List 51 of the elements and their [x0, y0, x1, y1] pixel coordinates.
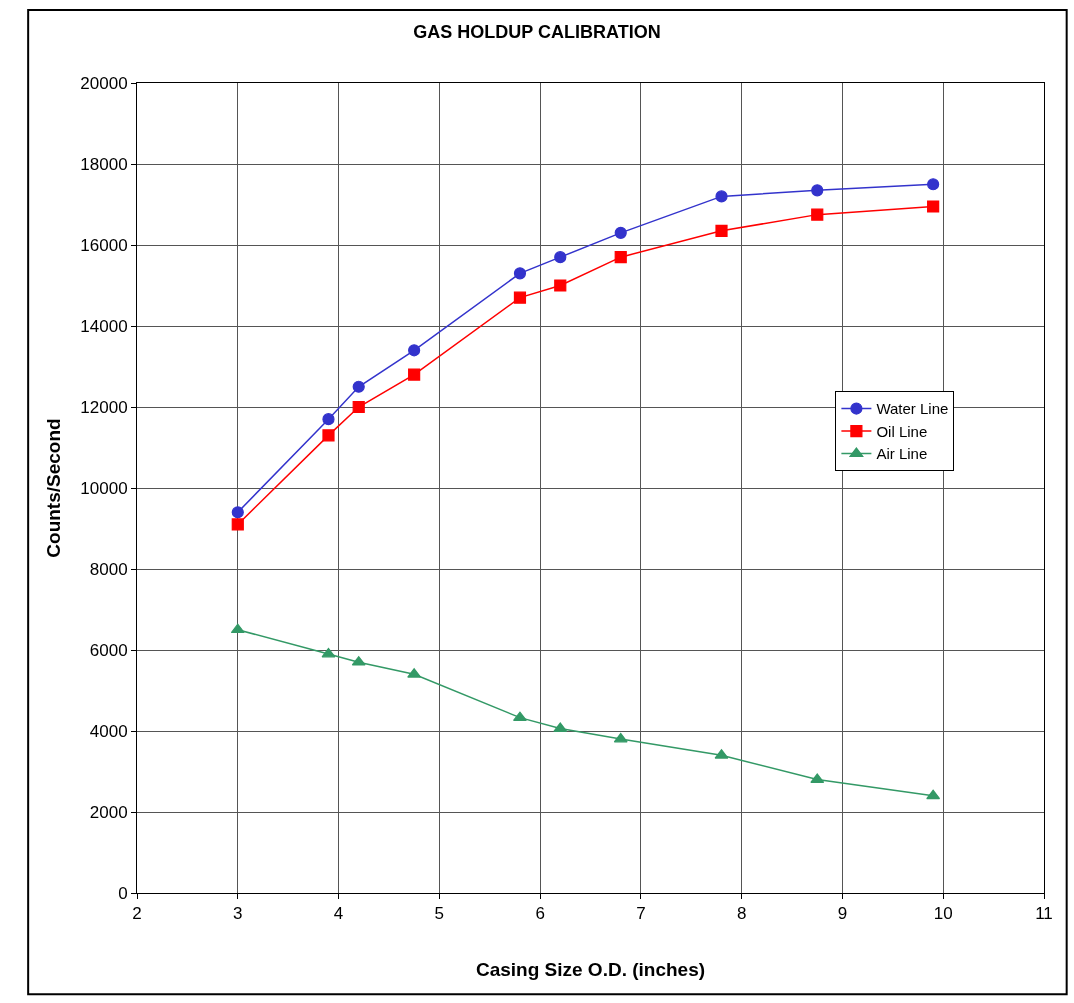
point: [322, 429, 335, 442]
point: [513, 291, 527, 304]
point: [230, 623, 245, 634]
x-tick-label: 6: [535, 904, 545, 924]
point: [408, 344, 421, 357]
y-tick-label: 0: [118, 883, 128, 903]
y-tick-label: 10000: [80, 478, 128, 498]
point: [352, 400, 365, 414]
point: [231, 506, 244, 519]
y-tick-label: 8000: [89, 559, 128, 579]
x-tick-label: 7: [636, 904, 646, 924]
legend-label: Oil Line: [876, 422, 928, 440]
x-axis-title: Casing Size O.D. (inches): [475, 959, 706, 981]
x-tick-label: 5: [434, 904, 445, 924]
point: [811, 208, 824, 221]
point: [408, 368, 421, 381]
y-tick-label: 14000: [80, 316, 128, 336]
point: [513, 711, 527, 721]
point: [352, 380, 365, 393]
y-tick-label: 20000: [80, 73, 128, 93]
point: [321, 647, 336, 658]
point: [614, 226, 627, 239]
point: [926, 789, 941, 800]
legend-label: Air Line: [876, 445, 928, 463]
legend-label: Water Line: [876, 400, 949, 418]
x-tick-label: 8: [736, 904, 747, 924]
point: [715, 190, 728, 203]
point: [715, 224, 728, 237]
x-tick-label: 4: [333, 904, 344, 924]
point: [554, 251, 567, 264]
y-tick-label: 12000: [80, 397, 128, 417]
point: [927, 178, 940, 191]
point: [322, 413, 335, 426]
point: [811, 184, 824, 197]
point: [513, 267, 527, 280]
x-tick-label: 11: [1035, 904, 1053, 924]
y-tick-label: 2000: [89, 802, 128, 822]
y-tick-label: 16000: [80, 235, 128, 255]
y-tick-label: 4000: [89, 721, 128, 741]
y-tick-label: 6000: [89, 640, 128, 660]
x-tick-label: 9: [837, 904, 848, 924]
x-tick-label: 3: [233, 904, 243, 924]
y-tick-label: 18000: [80, 154, 128, 174]
chart-title: GAS HOLDUP CALIBRATION: [413, 21, 661, 42]
y-axis-title: Counts/Second: [43, 418, 65, 558]
point: [554, 279, 567, 292]
point: [231, 518, 244, 531]
x-tick-label: 2: [132, 904, 142, 924]
point: [614, 251, 627, 264]
x-tick-label: 10: [933, 904, 953, 924]
point: [927, 200, 940, 213]
